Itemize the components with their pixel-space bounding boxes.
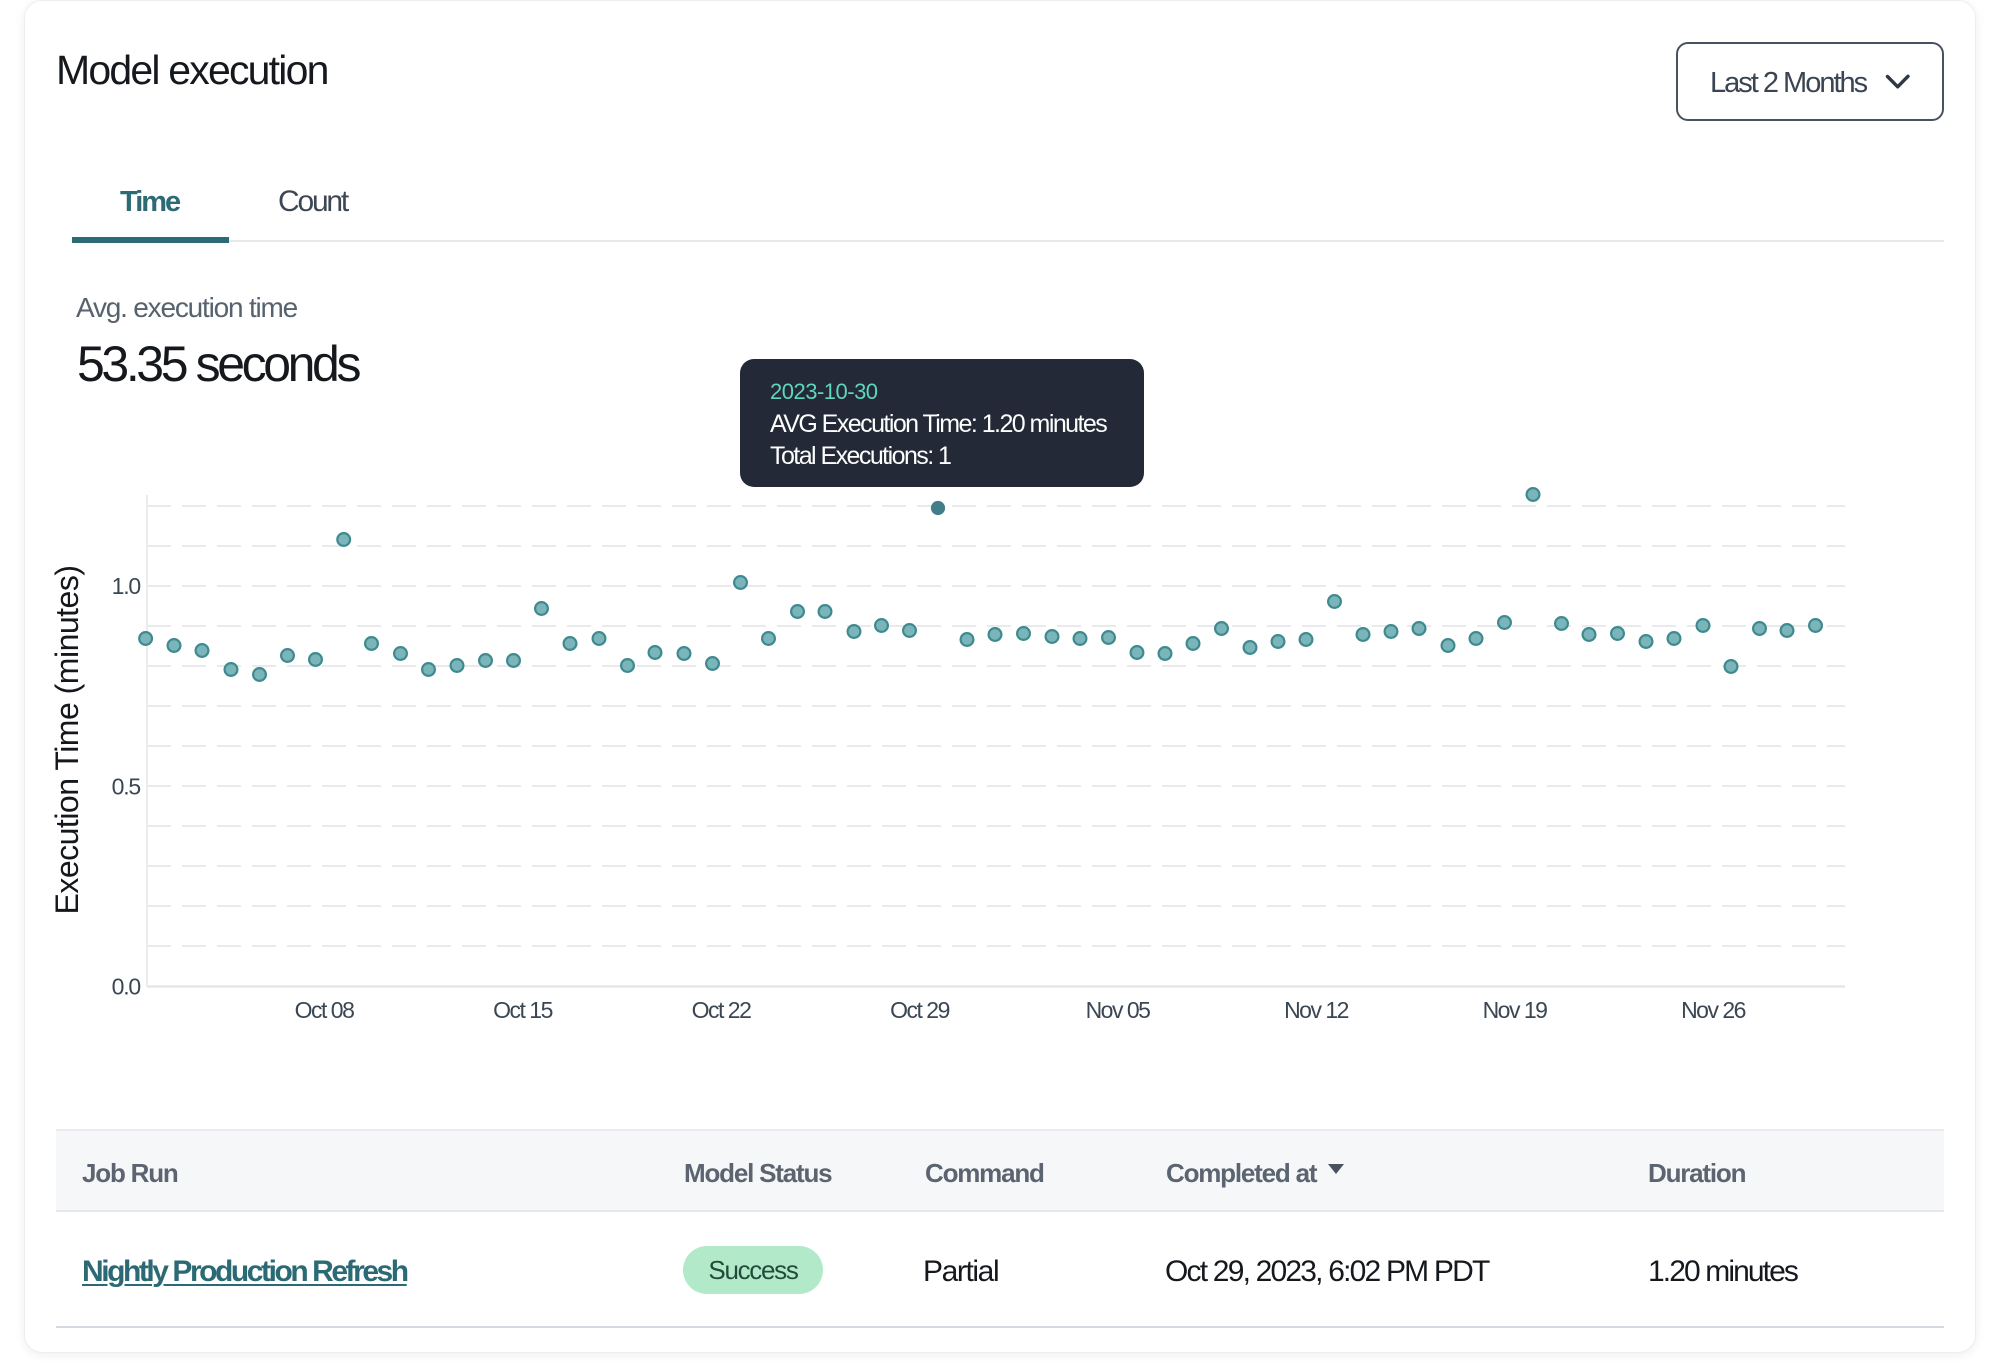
svg-text:Oct 22: Oct 22 (692, 997, 751, 1023)
svg-text:1.0: 1.0 (112, 573, 141, 599)
svg-text:Oct 29: Oct 29 (890, 997, 949, 1023)
svg-text:Nov 26: Nov 26 (1681, 997, 1746, 1023)
svg-text:0.0: 0.0 (112, 974, 141, 1000)
svg-text:Oct 15: Oct 15 (493, 997, 552, 1023)
svg-text:Oct 08: Oct 08 (295, 997, 354, 1023)
svg-text:Execution Time (minutes): Execution Time (minutes) (49, 565, 85, 914)
svg-text:Nov 19: Nov 19 (1483, 997, 1548, 1023)
svg-text:0.5: 0.5 (112, 773, 141, 799)
svg-text:Nov 05: Nov 05 (1086, 997, 1151, 1023)
svg-text:Nov 12: Nov 12 (1284, 997, 1349, 1023)
